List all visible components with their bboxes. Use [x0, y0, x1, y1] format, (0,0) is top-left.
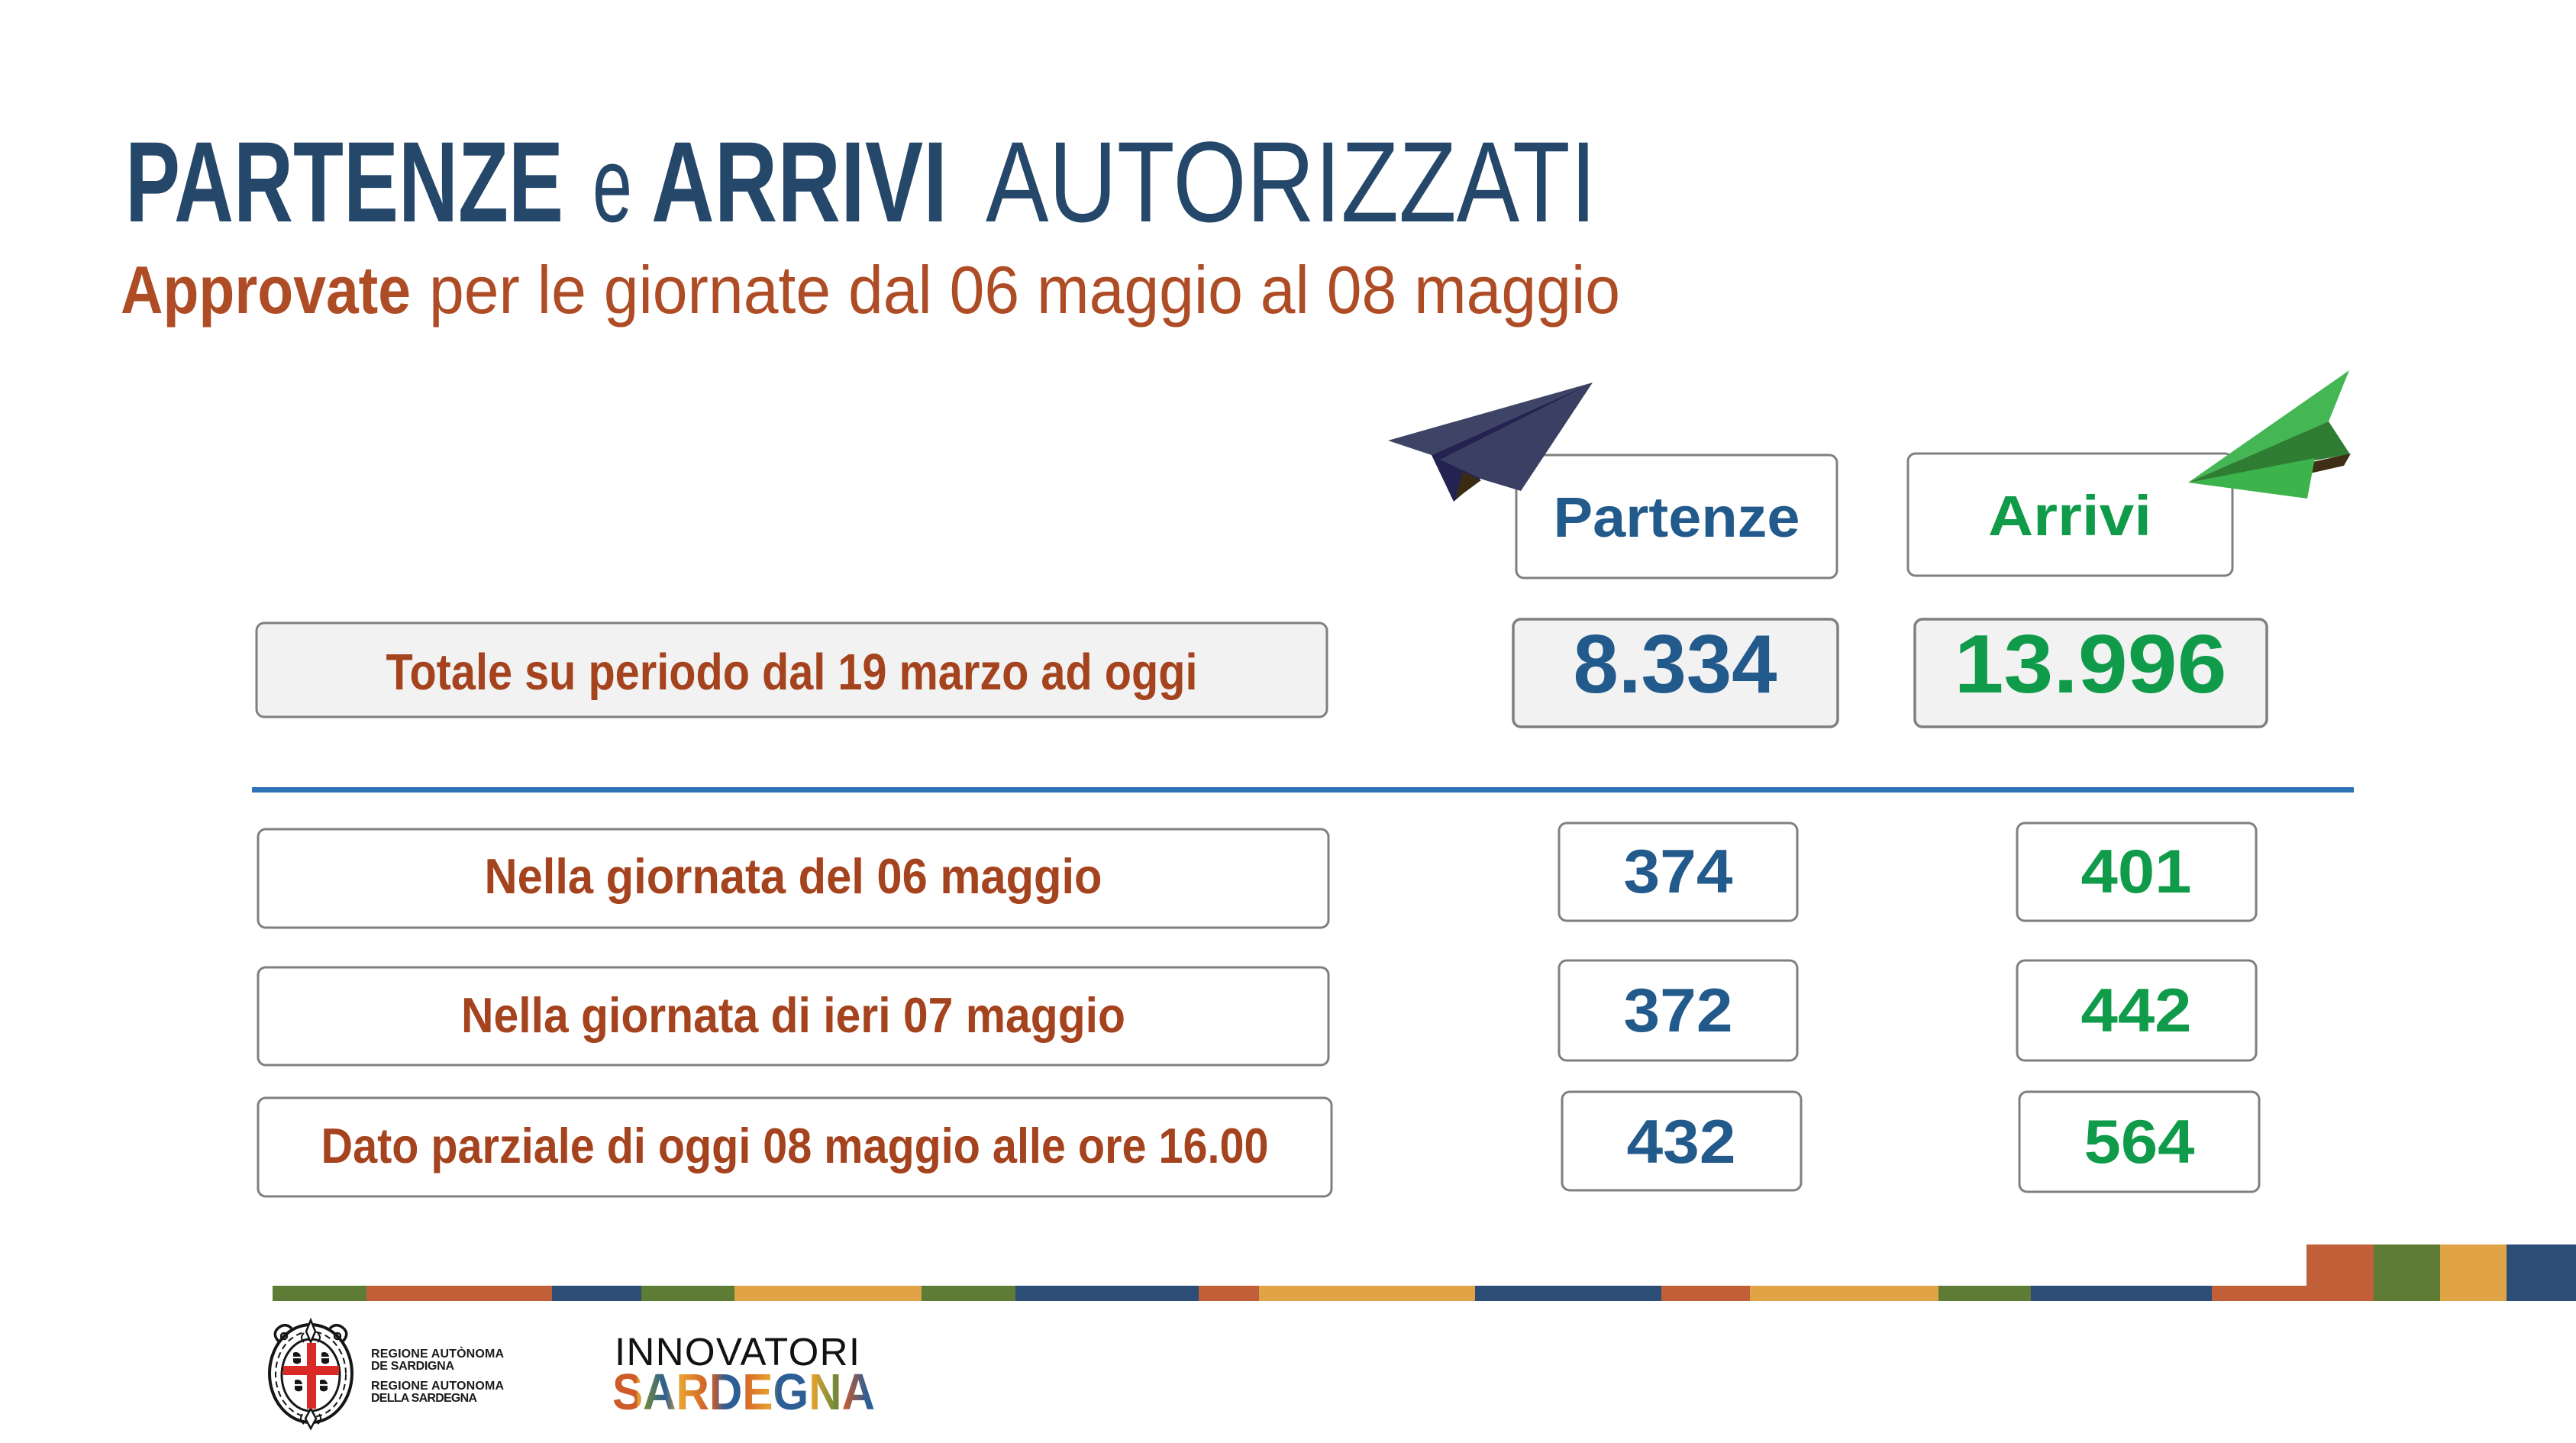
svg-text:DE SARDIGNA: DE SARDIGNA	[371, 1360, 454, 1373]
svg-text:PARTENZE: PARTENZE	[125, 118, 563, 246]
svg-text:Arrivi: Arrivi	[1988, 484, 2152, 547]
svg-text:Approvate: Approvate	[121, 252, 411, 328]
svg-text:e: e	[592, 124, 632, 244]
svg-text:ARRIVI: ARRIVI	[651, 118, 947, 246]
svg-text:REGIONE AUTÒNOMA: REGIONE AUTÒNOMA	[371, 1346, 504, 1361]
svg-text:564: 564	[2084, 1108, 2195, 1177]
svg-text:REGIONE AUTONOMA: REGIONE AUTONOMA	[371, 1380, 504, 1393]
svg-text:Partenze: Partenze	[1554, 486, 1800, 549]
svg-text:8.334: 8.334	[1574, 618, 1777, 711]
svg-text:Dato parziale di oggi 08 maggi: Dato parziale di oggi 08 maggio alle ore…	[321, 1118, 1269, 1173]
svg-text:per le giornate dal 06 maggio: per le giornate dal 06 maggio al 08 magg…	[429, 252, 1620, 328]
svg-text:AUTORIZZATI: AUTORIZZATI	[986, 118, 1596, 246]
svg-text:442: 442	[2081, 977, 2192, 1045]
svg-text:DELLA SARDEGNA: DELLA SARDEGNA	[371, 1392, 477, 1405]
svg-text:13.996: 13.996	[1955, 618, 2227, 711]
svg-text:432: 432	[1627, 1108, 1736, 1177]
svg-text:Nella giornata di ieri 07 magg: Nella giornata di ieri 07 maggio	[461, 987, 1125, 1043]
svg-text:372: 372	[1624, 977, 1733, 1045]
svg-text:Nella giornata del 06 maggio: Nella giornata del 06 maggio	[485, 848, 1102, 904]
svg-text:Totale su periodo dal 19 marzo: Totale su periodo dal 19 marzo ad oggi	[386, 644, 1198, 701]
svg-text:374: 374	[1624, 838, 1733, 906]
svg-text:401: 401	[2081, 838, 2192, 906]
svg-text:SARDEGNA: SARDEGNA	[612, 1364, 875, 1421]
